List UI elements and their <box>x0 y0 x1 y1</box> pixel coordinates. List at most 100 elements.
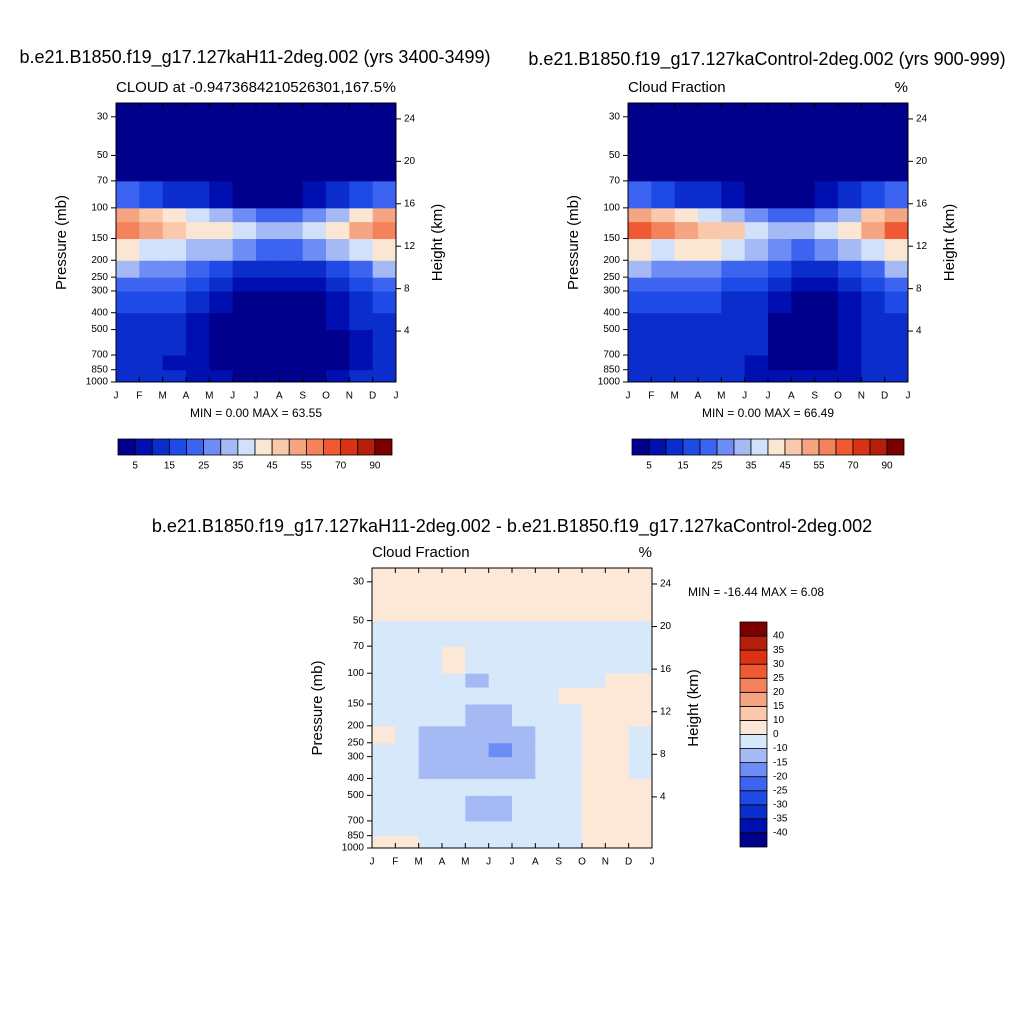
contour-cell <box>791 290 816 314</box>
contour-cell <box>628 795 653 822</box>
contour-cell <box>232 238 257 261</box>
contour-cell <box>512 687 536 705</box>
contour-cell <box>558 795 583 822</box>
y2-axis-label: Height (km) <box>429 204 446 282</box>
y-tick-label: 100 <box>91 202 108 213</box>
y-axis-label: Pressure (mb) <box>309 660 326 755</box>
contour-cell <box>674 312 699 331</box>
chart-title: b.e21.B1850.f19_g17.127kaH11-2deg.002 - … <box>152 516 872 537</box>
contour-cell <box>535 646 560 674</box>
x-tick-label: F <box>392 857 398 868</box>
contour-cell <box>535 620 560 647</box>
contour-cell <box>768 355 792 371</box>
x-tick-label: M <box>205 391 213 402</box>
y2-tick-label: 16 <box>916 198 928 209</box>
colorbar-label: 25 <box>711 461 723 472</box>
colorbar-label: 15 <box>164 461 176 472</box>
contour-cell <box>209 277 234 292</box>
contour-cell <box>628 312 652 331</box>
y2-tick-label: 4 <box>660 792 666 803</box>
contour-cell <box>814 238 839 261</box>
contour-cell <box>442 646 466 674</box>
y-tick-label: 300 <box>91 286 108 297</box>
contour-cell <box>861 290 886 314</box>
contour-cell <box>838 329 862 356</box>
y2-tick-label: 8 <box>660 749 666 760</box>
x-tick-label: S <box>811 391 818 402</box>
colorbar-box <box>739 635 768 651</box>
contour-cell <box>232 155 257 182</box>
contour-cell <box>861 103 886 156</box>
y-tick-label: 100 <box>603 202 620 213</box>
contour-cell <box>512 673 536 688</box>
contour-cell <box>209 329 234 356</box>
y-tick-label: 150 <box>91 233 108 244</box>
contour-cell <box>558 687 583 705</box>
contour-cell <box>674 355 699 371</box>
contour-cell <box>628 329 652 356</box>
x-tick-label: F <box>648 391 654 402</box>
contour-cell <box>349 221 374 240</box>
contour-cell <box>512 620 536 647</box>
colorbar-label: 25 <box>773 673 785 684</box>
contour-cell <box>395 687 420 705</box>
contour-cell <box>279 103 304 156</box>
contour-cell <box>488 568 513 622</box>
contour-cell <box>628 778 653 796</box>
contour-cell <box>372 277 397 292</box>
contour-cell <box>209 369 234 383</box>
contour-cell <box>768 221 792 240</box>
contour-cell <box>768 180 792 209</box>
contour-cell <box>372 620 396 647</box>
contour-cell <box>418 820 443 837</box>
contour-cell <box>395 704 420 727</box>
y-tick-label: 30 <box>609 111 621 122</box>
contour-cell <box>535 704 560 727</box>
colorbar-box <box>784 438 803 456</box>
colorbar-label: 45 <box>779 461 791 472</box>
contour-cell <box>372 290 397 314</box>
x-tick-label: S <box>299 391 306 402</box>
contour-cell <box>628 704 653 727</box>
contour-cell <box>558 756 583 779</box>
contour-cell <box>349 103 374 156</box>
y-tick-label: 150 <box>603 233 620 244</box>
contour-cell <box>721 238 746 261</box>
contour-cell <box>582 778 606 796</box>
x-tick-label: M <box>461 857 469 868</box>
contour-cell <box>488 820 513 837</box>
contour-cell <box>651 207 676 223</box>
contour-cell <box>209 355 234 371</box>
contour-cell <box>535 835 560 849</box>
contour-cell <box>232 290 257 314</box>
contour-cell <box>838 103 862 156</box>
contour-cell <box>279 355 304 371</box>
contour-cell <box>884 369 909 383</box>
contour-cell <box>279 238 304 261</box>
contour-cell <box>838 260 862 278</box>
contour-cell <box>698 369 722 383</box>
contour-cell <box>162 180 187 209</box>
contour-cell <box>279 155 304 182</box>
contour-cell <box>465 820 490 837</box>
y2-tick-label: 4 <box>404 326 410 337</box>
contour-cell <box>256 207 280 223</box>
contour-cell <box>372 312 397 331</box>
colorbar-box <box>665 438 684 456</box>
contour-cell <box>582 795 606 822</box>
colorbar-box <box>739 832 768 848</box>
contour-cell <box>861 329 886 356</box>
colorbar-box <box>374 438 393 456</box>
contour-cell <box>162 277 187 292</box>
colorbar-label: 55 <box>813 461 825 472</box>
contour-cell <box>744 312 769 331</box>
contour-cell <box>744 180 769 209</box>
contour-cell <box>535 673 560 688</box>
contour-cell <box>465 568 490 622</box>
y-tick-label: 700 <box>91 350 108 361</box>
contour-cell <box>326 103 350 156</box>
contour-cell <box>651 260 676 278</box>
contour-cell <box>326 155 350 182</box>
contour-cell <box>256 290 280 314</box>
contour-cell <box>186 180 210 209</box>
